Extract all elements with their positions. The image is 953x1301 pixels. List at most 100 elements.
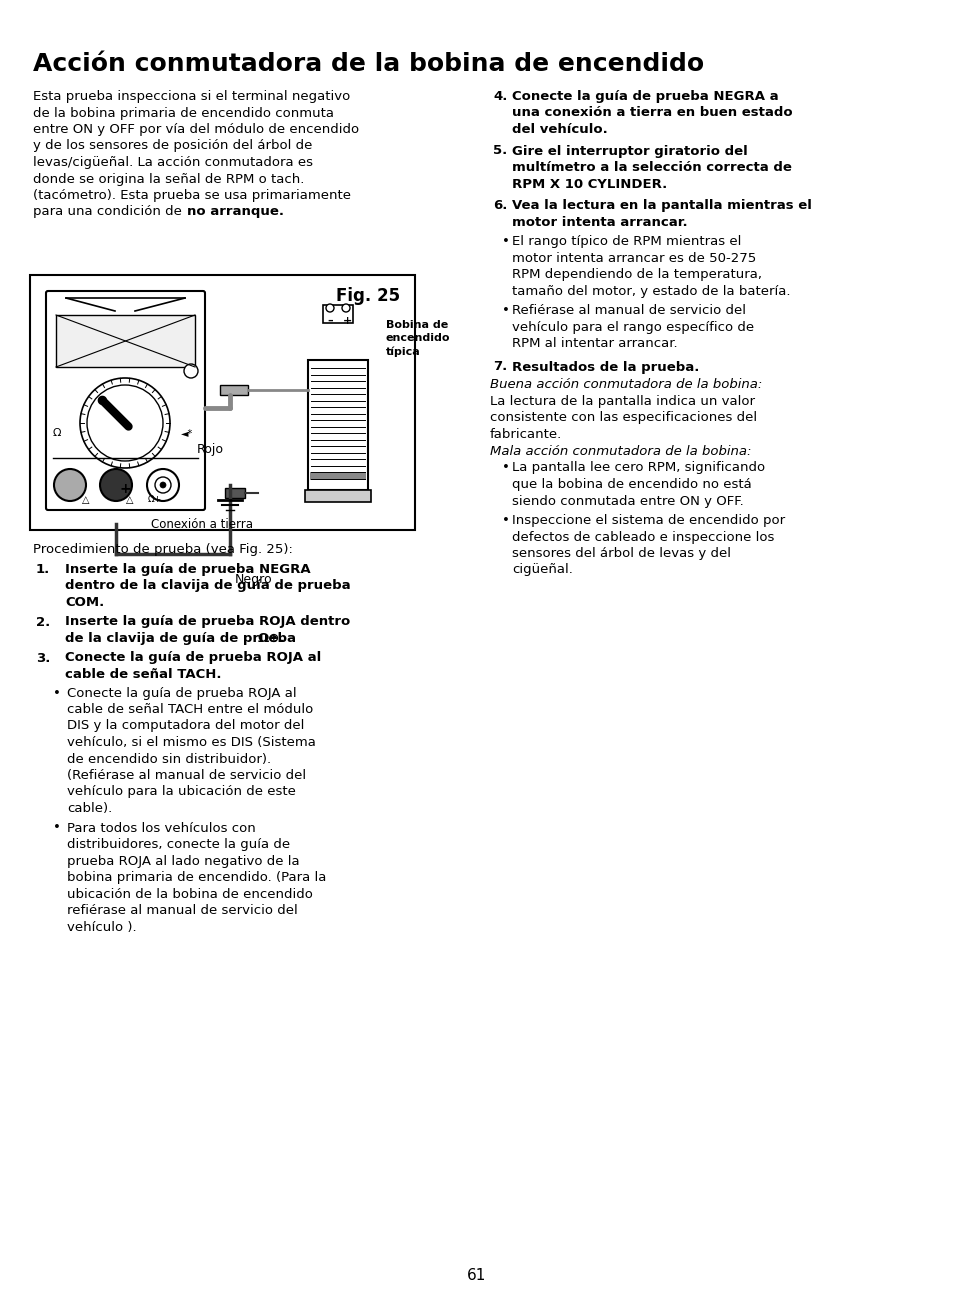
Text: vehículo para la ubicación de este: vehículo para la ubicación de este: [67, 786, 295, 799]
Text: Conecte la guía de prueba ROJA al: Conecte la guía de prueba ROJA al: [67, 687, 296, 700]
Text: donde se origina la señal de RPM o tach.: donde se origina la señal de RPM o tach.: [33, 173, 304, 186]
Text: levas/cigüeñal. La acción conmutadora es: levas/cigüeñal. La acción conmutadora es: [33, 156, 313, 169]
Text: fabricante.: fabricante.: [490, 428, 561, 441]
Text: una conexión a tierra en buen estado: una conexión a tierra en buen estado: [512, 107, 792, 120]
Bar: [220, 385, 248, 396]
Text: Procedimiento de prueba (vea Fig. 25):: Procedimiento de prueba (vea Fig. 25):: [33, 543, 293, 556]
Text: Vea la lectura en la pantalla mientras el: Vea la lectura en la pantalla mientras e…: [512, 199, 811, 212]
Text: Rojo: Rojo: [196, 444, 224, 455]
Text: Buena acción conmutadora de la bobina:: Buena acción conmutadora de la bobina:: [490, 379, 761, 392]
Text: DIS y la computadora del motor del: DIS y la computadora del motor del: [67, 719, 304, 732]
Text: no arranque.: no arranque.: [187, 206, 284, 219]
Text: •: •: [501, 462, 509, 475]
Bar: [30, 275, 415, 530]
Text: (tacómetro). Esta prueba se usa primariamente: (tacómetro). Esta prueba se usa primaria…: [33, 189, 351, 202]
Text: 5.: 5.: [493, 144, 507, 157]
Text: Fig. 25: Fig. 25: [335, 288, 399, 304]
Circle shape: [100, 468, 132, 501]
Text: Gire el interruptor giratorio del: Gire el interruptor giratorio del: [512, 144, 747, 157]
Text: siendo conmutada entre ON y OFF.: siendo conmutada entre ON y OFF.: [512, 494, 743, 507]
Text: defectos de cableado e inspeccione los: defectos de cableado e inspeccione los: [512, 531, 774, 544]
Text: que la bobina de encendido no está: que la bobina de encendido no está: [512, 477, 751, 490]
Text: Ω: Ω: [53, 428, 61, 438]
Text: cable).: cable).: [67, 801, 112, 814]
Text: cable de señal TACH entre el módulo: cable de señal TACH entre el módulo: [67, 703, 313, 716]
Bar: [310, 472, 366, 480]
Text: Negro: Negro: [234, 572, 273, 585]
Text: Resultados de la prueba.: Resultados de la prueba.: [512, 360, 699, 373]
Text: cigüeñal.: cigüeñal.: [512, 563, 572, 576]
Text: vehículo para el rango específico de: vehículo para el rango específico de: [512, 320, 753, 333]
Text: Ω+: Ω+: [148, 494, 162, 503]
Text: ◄*: ◄*: [181, 428, 193, 438]
Text: para una condición de: para una condición de: [33, 206, 186, 219]
Text: 2.: 2.: [36, 615, 51, 628]
Circle shape: [326, 304, 334, 312]
Circle shape: [80, 379, 170, 468]
Text: 61: 61: [467, 1268, 486, 1283]
Text: Inserte la guía de prueba ROJA dentro: Inserte la guía de prueba ROJA dentro: [65, 615, 350, 628]
Text: bobina primaria de encendido. (Para la: bobina primaria de encendido. (Para la: [67, 870, 326, 883]
Circle shape: [154, 477, 171, 493]
Text: 7.: 7.: [493, 360, 507, 373]
Text: La pantalla lee cero RPM, significando: La pantalla lee cero RPM, significando: [512, 462, 764, 475]
Text: Bobina de
encendido
típica: Bobina de encendido típica: [386, 320, 450, 356]
Text: •: •: [501, 304, 509, 317]
Text: Refiérase al manual de servicio del: Refiérase al manual de servicio del: [512, 304, 745, 317]
Text: del vehículo.: del vehículo.: [512, 124, 607, 137]
FancyBboxPatch shape: [46, 291, 205, 510]
Text: RPM X 10 CYLINDER.: RPM X 10 CYLINDER.: [512, 177, 666, 190]
Text: Ω⊕.: Ω⊕.: [257, 632, 285, 645]
Text: sensores del árbol de levas y del: sensores del árbol de levas y del: [512, 546, 730, 559]
Text: refiérase al manual de servicio del: refiérase al manual de servicio del: [67, 904, 297, 917]
Text: dentro de la clavija de guía de prueba: dentro de la clavija de guía de prueba: [65, 579, 351, 592]
Text: motor intenta arrancar.: motor intenta arrancar.: [512, 216, 687, 229]
Text: 1.: 1.: [36, 563, 51, 576]
Bar: [308, 360, 368, 490]
Text: –: –: [327, 316, 333, 327]
Text: (Refiérase al manual de servicio del: (Refiérase al manual de servicio del: [67, 769, 306, 782]
Text: prueba ROJA al lado negativo de la: prueba ROJA al lado negativo de la: [67, 855, 299, 868]
Text: △: △: [82, 494, 90, 505]
Text: El rango típico de RPM mientras el: El rango típico de RPM mientras el: [512, 235, 740, 248]
Circle shape: [54, 468, 86, 501]
Text: de encendido sin distribuidor).: de encendido sin distribuidor).: [67, 752, 271, 765]
Text: Conexión a tierra: Conexión a tierra: [151, 518, 253, 531]
Text: +: +: [343, 316, 352, 327]
Text: Esta prueba inspecciona si el terminal negativo: Esta prueba inspecciona si el terminal n…: [33, 90, 350, 103]
Text: •: •: [53, 687, 61, 700]
Text: RPM dependiendo de la temperatura,: RPM dependiendo de la temperatura,: [512, 268, 761, 281]
Text: distribuidores, conecte la guía de: distribuidores, conecte la guía de: [67, 838, 290, 851]
Text: •: •: [501, 514, 509, 527]
Text: tamaño del motor, y estado de la batería.: tamaño del motor, y estado de la batería…: [512, 285, 790, 298]
Text: COM.: COM.: [65, 596, 104, 609]
Text: △: △: [126, 494, 133, 505]
Text: Inspeccione el sistema de encendido por: Inspeccione el sistema de encendido por: [512, 514, 784, 527]
Bar: [56, 315, 194, 367]
Text: multímetro a la selección correcta de: multímetro a la selección correcta de: [512, 161, 791, 174]
Circle shape: [160, 481, 166, 488]
Bar: [323, 304, 353, 323]
Text: Para todos los vehículos con: Para todos los vehículos con: [67, 821, 255, 834]
Text: •: •: [53, 821, 61, 834]
Text: •: •: [501, 235, 509, 248]
Text: 6.: 6.: [493, 199, 507, 212]
Text: Acción conmutadora de la bobina de encendido: Acción conmutadora de la bobina de encen…: [33, 52, 703, 75]
Text: entre ON y OFF por vía del módulo de encendido: entre ON y OFF por vía del módulo de enc…: [33, 124, 358, 137]
Text: Conecte la guía de prueba NEGRA a: Conecte la guía de prueba NEGRA a: [512, 90, 778, 103]
Text: Inserte la guía de prueba NEGRA: Inserte la guía de prueba NEGRA: [65, 563, 311, 576]
Text: La lectura de la pantalla indica un valor: La lectura de la pantalla indica un valo…: [490, 394, 754, 407]
Text: y de los sensores de posición del árbol de: y de los sensores de posición del árbol …: [33, 139, 312, 152]
Text: ubicación de la bobina de encendido: ubicación de la bobina de encendido: [67, 887, 313, 900]
Circle shape: [147, 468, 179, 501]
Circle shape: [87, 385, 163, 461]
Text: de la clavija de guía de prueba: de la clavija de guía de prueba: [65, 632, 295, 645]
Text: de la bobina primaria de encendido conmuta: de la bobina primaria de encendido conmu…: [33, 107, 334, 120]
Circle shape: [98, 397, 107, 405]
Bar: [225, 488, 245, 498]
Circle shape: [184, 364, 198, 379]
Bar: [305, 490, 371, 502]
Text: vehículo ).: vehículo ).: [67, 921, 136, 934]
Text: consistente con las especificaciones del: consistente con las especificaciones del: [490, 411, 757, 424]
Text: +: +: [120, 481, 132, 496]
